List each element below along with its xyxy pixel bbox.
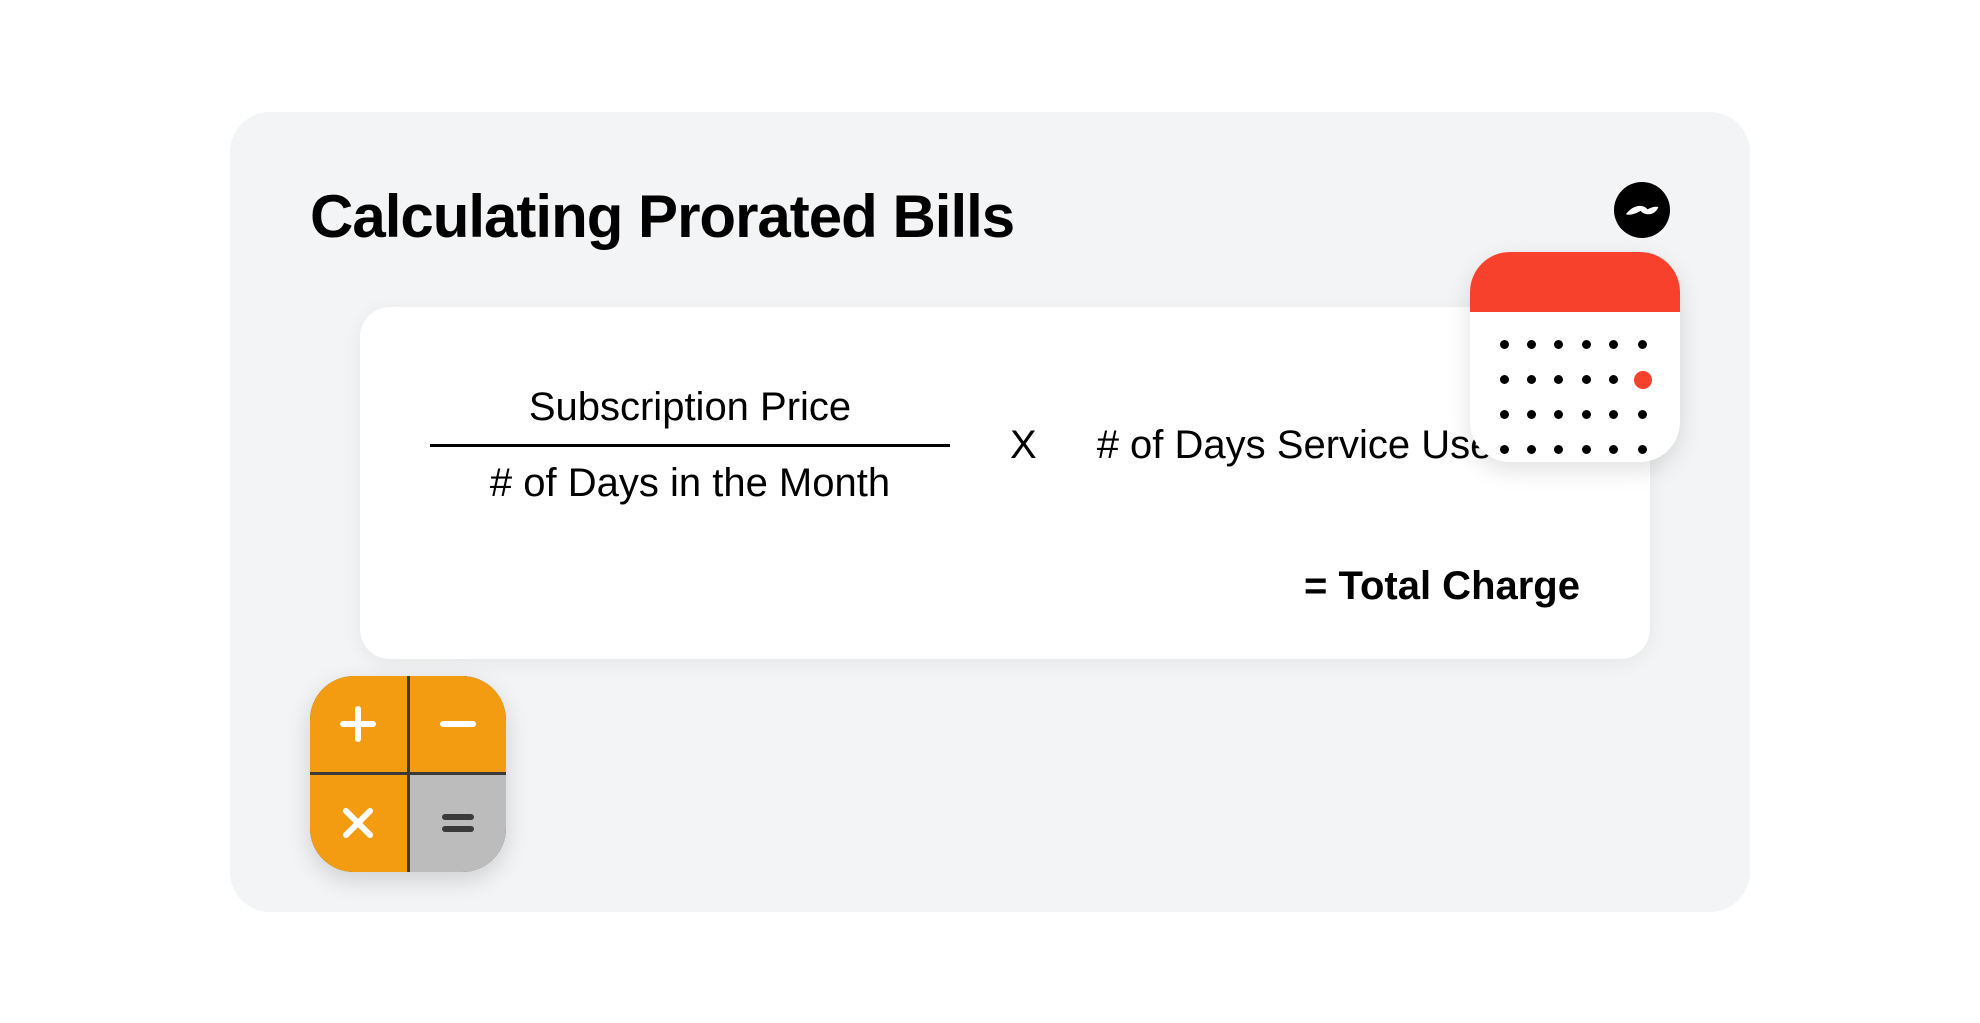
calendar-day-dot [1527, 445, 1536, 454]
multiplier-term: # of Days Service Used [1097, 423, 1515, 468]
calc-multiply-icon [310, 775, 407, 872]
calendar-icon [1470, 252, 1680, 462]
calc-minus-icon [410, 676, 507, 773]
brand-logo-icon [1614, 182, 1670, 238]
calendar-grid [1470, 312, 1680, 462]
formula-card: Subscription Price # of Days in the Mont… [360, 307, 1650, 659]
infographic-card: Calculating Prorated Bills Subscription … [230, 112, 1750, 912]
calendar-day-dot [1638, 410, 1647, 419]
calendar-day-dot [1609, 410, 1618, 419]
page-title: Calculating Prorated Bills [310, 182, 1680, 251]
calendar-day-dot [1527, 340, 1536, 349]
calendar-day-dot [1638, 340, 1647, 349]
calendar-day-dot [1609, 375, 1618, 384]
calc-plus-icon [310, 676, 407, 773]
result-prefix: = [1304, 564, 1338, 608]
fraction-bar [430, 444, 950, 447]
fraction: Subscription Price # of Days in the Mont… [430, 377, 950, 514]
calendar-day-dot [1582, 410, 1591, 419]
calendar-day-dot [1500, 445, 1509, 454]
calendar-day-dot [1554, 375, 1563, 384]
calendar-day-dot [1582, 340, 1591, 349]
calc-equals-icon [410, 775, 507, 872]
result-label: Total Charge [1338, 564, 1580, 608]
calendar-day-dot [1582, 445, 1591, 454]
calendar-day-dot [1554, 445, 1563, 454]
calendar-day-dot [1554, 410, 1563, 419]
fraction-numerator: Subscription Price [509, 377, 871, 438]
calendar-day-dot [1582, 375, 1591, 384]
calendar-marked-day [1634, 371, 1652, 389]
formula-result: = Total Charge [430, 564, 1590, 609]
calendar-day-dot [1609, 340, 1618, 349]
calendar-day-dot [1500, 375, 1509, 384]
calendar-day-dot [1500, 340, 1509, 349]
calendar-day-dot [1527, 375, 1536, 384]
calendar-day-dot [1554, 340, 1563, 349]
calendar-day-dot [1500, 410, 1509, 419]
calendar-day-dot [1638, 445, 1647, 454]
calendar-day-dot [1527, 410, 1536, 419]
calendar-day-dot [1609, 445, 1618, 454]
multiply-operator: X [1010, 423, 1037, 468]
formula-row: Subscription Price # of Days in the Mont… [430, 377, 1590, 514]
fraction-denominator: # of Days in the Month [470, 453, 910, 514]
calculator-icon [310, 676, 506, 872]
calendar-header [1470, 252, 1680, 312]
